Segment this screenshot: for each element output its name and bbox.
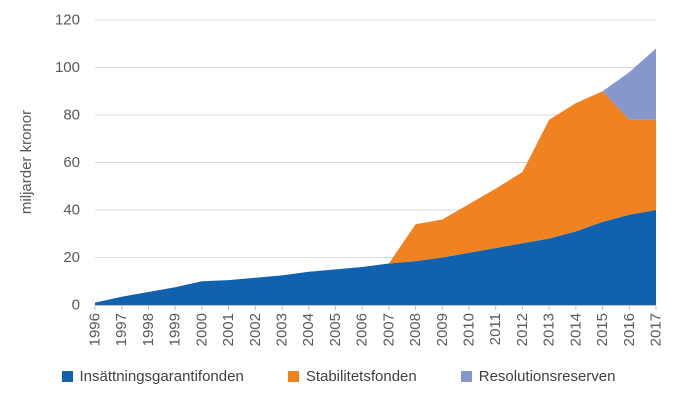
legend-item-1: Stabilitetsfonden xyxy=(287,368,417,385)
x-tick-label: 2012 xyxy=(514,313,531,346)
x-tick-label: 2013 xyxy=(541,313,558,346)
x-tick-label: 1996 xyxy=(87,313,104,346)
legend-label: Resolutionsreserven xyxy=(478,368,616,385)
x-tick-label: 2004 xyxy=(300,313,317,346)
x-tick-label: 2010 xyxy=(461,313,478,346)
area-series xyxy=(95,48,656,305)
x-tick-label: 1998 xyxy=(140,313,157,346)
area-stabilitetsfonden xyxy=(388,91,656,264)
y-tick-label: 20 xyxy=(63,249,80,266)
y-axis-title: miljarder kronor xyxy=(18,110,35,214)
legend-item-0: Insättningsgarantifonden xyxy=(61,368,244,385)
x-tick-label: 2001 xyxy=(220,313,237,346)
x-tick-label: 2017 xyxy=(648,313,665,346)
x-tick-label: 2014 xyxy=(567,313,584,346)
x-axis xyxy=(94,305,657,310)
x-tick-label: 2003 xyxy=(274,313,291,346)
y-tick-label: 120 xyxy=(55,12,80,29)
area-insättningsgarantifonden xyxy=(95,210,656,305)
x-tick-label: 2008 xyxy=(407,313,424,346)
y-tick-label: 40 xyxy=(63,202,80,219)
y-axis-tick-labels: 0 20 40 60 80 100 120 xyxy=(55,12,80,314)
y-tick-label: 80 xyxy=(63,107,80,124)
chart-canvas: 0 20 40 60 80 100 120 1996 1997 1998 1999 2000 2001… xyxy=(18,12,665,347)
area-resolutionsreserven xyxy=(602,48,656,120)
x-tick-label: 2005 xyxy=(327,313,344,346)
x-tick-label: 2000 xyxy=(193,313,210,346)
x-tick-label: 1999 xyxy=(167,313,184,346)
legend-label: Stabilitetsfonden xyxy=(305,368,417,385)
y-tick-label: 0 xyxy=(72,297,80,314)
x-tick-label: 2009 xyxy=(434,313,451,346)
y-tick-label: 60 xyxy=(63,154,80,171)
legend-marker-icon xyxy=(61,371,73,382)
x-tick-label: 2015 xyxy=(594,313,611,346)
x-axis-tick-labels: 1996 1997 1998 1999 2000 2001 2002 2003 2004 2005… xyxy=(87,313,665,346)
y-tick-label: 100 xyxy=(55,59,80,76)
legend-marker-icon xyxy=(460,371,472,382)
chart-legend: Insättningsgarantifonden Stabilitetsfonde… xyxy=(0,368,677,385)
x-tick-label: 2006 xyxy=(354,313,371,346)
x-tick-label: 2016 xyxy=(621,313,638,346)
legend-marker-icon xyxy=(287,371,299,382)
legend-label: Insättningsgarantifonden xyxy=(79,368,244,385)
x-tick-label: 1997 xyxy=(113,313,130,346)
x-tick-label: 2002 xyxy=(247,313,264,346)
legend-item-2: Resolutionsreserven xyxy=(460,368,616,385)
x-tick-label: 2011 xyxy=(487,313,504,345)
x-tick-label: 2007 xyxy=(380,313,397,346)
